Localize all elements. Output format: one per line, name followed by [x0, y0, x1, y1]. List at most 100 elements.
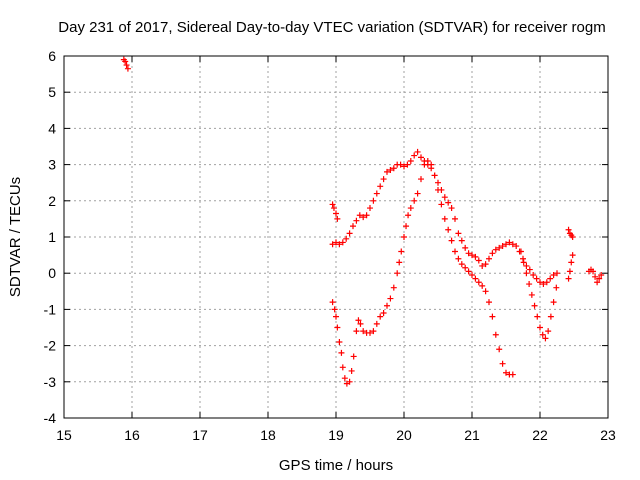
data-point: [435, 179, 441, 186]
data-point: [441, 194, 448, 201]
data-point: [462, 264, 469, 271]
data-point: [479, 282, 486, 289]
data-point: [390, 165, 397, 172]
data-point: [421, 161, 428, 168]
data-point: [330, 205, 337, 212]
data-point: [540, 281, 547, 288]
data-point: [489, 313, 496, 320]
data-point: [543, 279, 550, 286]
data-point: [465, 268, 472, 275]
data-point: [346, 378, 353, 385]
data-point: [334, 324, 341, 331]
data-point: [396, 259, 403, 266]
data-point: [523, 262, 530, 269]
data-point: [489, 250, 496, 257]
data-point: [492, 246, 499, 253]
data-point: [356, 212, 363, 219]
data-point: [523, 270, 530, 277]
grid: [64, 56, 608, 418]
data-point: [528, 291, 535, 298]
data-point: [452, 215, 458, 222]
data-point: [401, 163, 407, 170]
data-point: [414, 148, 421, 155]
data-point: [348, 367, 355, 374]
data-point: [363, 212, 370, 219]
data-point: [534, 313, 541, 320]
data-point: [329, 299, 336, 306]
data-point: [373, 190, 380, 197]
data-point: [360, 328, 367, 335]
data-point: [598, 272, 605, 279]
data-point: [509, 241, 516, 248]
data-point: [553, 284, 560, 291]
data-point: [407, 157, 414, 164]
data-point: [431, 172, 438, 179]
data-point: [448, 205, 455, 212]
data-point: [506, 239, 513, 246]
data-point: [469, 272, 475, 279]
data-point: [458, 237, 465, 244]
data-point: [482, 288, 489, 295]
data-point: [533, 275, 540, 282]
data-point: [441, 215, 448, 222]
y-tick-label: 1: [48, 229, 56, 245]
data-point: [377, 313, 384, 320]
data-point: [404, 161, 411, 168]
data-point: [405, 212, 412, 219]
data-point: [401, 234, 407, 240]
data-point: [380, 310, 387, 317]
data-point: [336, 241, 343, 248]
data-point: [428, 161, 435, 168]
data-point: [424, 157, 431, 164]
data-point: [537, 324, 543, 331]
y-tick-label: 4: [48, 120, 56, 136]
data-point: [353, 217, 360, 224]
data-point: [377, 183, 384, 190]
data-point: [123, 62, 130, 69]
data-point: [565, 275, 572, 282]
data-point: [596, 275, 603, 282]
series-segment-long-b: [329, 157, 516, 387]
data-point: [355, 317, 362, 324]
data-point: [452, 248, 458, 255]
data-point: [384, 168, 390, 175]
y-tick-label: 0: [48, 265, 56, 281]
data-point: [526, 281, 533, 288]
data-point: [373, 320, 380, 327]
series-segment-dip: [517, 248, 560, 342]
data-point: [329, 241, 336, 248]
data-point: [569, 252, 576, 259]
data-point: [509, 371, 516, 378]
data-point: [387, 167, 394, 174]
x-tick-label: 20: [396, 427, 412, 443]
data-point: [403, 223, 410, 230]
x-tick-label: 17: [192, 427, 208, 443]
data-point: [435, 186, 441, 193]
data-point: [407, 205, 414, 212]
x-tick-label: 23: [600, 427, 616, 443]
data-point: [517, 248, 524, 255]
y-axis-label: SDTVAR / TECUs: [7, 177, 24, 297]
plot-frame: [63, 55, 609, 419]
data-point: [520, 255, 526, 262]
x-tick-label: 21: [464, 427, 480, 443]
data-point: [329, 201, 336, 208]
data-point: [539, 331, 546, 338]
data-point: [339, 364, 346, 371]
x-tick-label: 22: [532, 427, 548, 443]
data-point: [475, 257, 482, 264]
data-point: [333, 210, 339, 217]
data-point: [455, 255, 462, 262]
y-tick-labels: -4 -3 -2 -1 0 1 2 3 4 5 6: [44, 48, 57, 426]
data-point: [455, 230, 462, 237]
data-point: [445, 226, 452, 233]
data-point: [594, 279, 601, 286]
data-point: [346, 230, 353, 237]
data-point: [496, 244, 503, 251]
data-point: [343, 235, 350, 242]
data-point: [499, 360, 506, 367]
data-point: [547, 313, 554, 320]
data-point: [530, 272, 537, 279]
data-point: [418, 154, 424, 161]
